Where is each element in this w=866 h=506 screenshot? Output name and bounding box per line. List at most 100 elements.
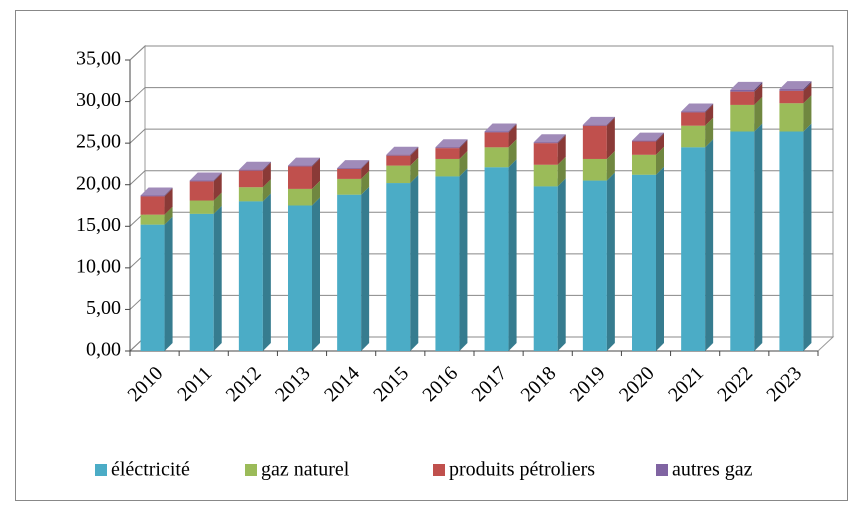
bar-front (288, 188, 312, 206)
bar-side (459, 150, 468, 177)
bar-side (705, 117, 714, 148)
bar-top (337, 160, 370, 169)
bar-side (410, 157, 419, 184)
bar-top (582, 116, 615, 125)
bar-front (632, 140, 656, 142)
bar-side (606, 150, 615, 181)
bar-side (262, 179, 271, 202)
legend-label: autres gaz (672, 459, 753, 481)
bar-side (164, 206, 173, 225)
bar-front (484, 131, 509, 133)
bar-side (262, 162, 271, 188)
bar-side (803, 123, 812, 351)
bar-front (435, 158, 460, 177)
bar-side (361, 186, 370, 351)
bar-side (262, 193, 271, 351)
bar-side (262, 161, 271, 171)
bar-top (533, 134, 566, 143)
bar-side (606, 117, 615, 159)
y-tick-label: 30,00 (76, 89, 121, 111)
bar-front (533, 186, 558, 351)
bar-side (361, 160, 370, 169)
bar-front (779, 131, 804, 351)
bar-front (238, 169, 263, 171)
bar-side (213, 205, 222, 351)
y-tick-label: 35,00 (76, 48, 121, 70)
bar-front (386, 183, 411, 351)
bar-front (779, 90, 804, 104)
bar-side (213, 172, 222, 182)
bar-top (484, 123, 517, 132)
bar-side (754, 96, 763, 132)
bar-side (508, 159, 517, 351)
bar-front (337, 194, 362, 351)
bar-side (508, 123, 517, 133)
bar-front (779, 103, 804, 132)
bar-front (435, 148, 460, 159)
bar-front (632, 174, 656, 351)
y-tick-label: 20,00 (76, 172, 121, 194)
bar-front (730, 131, 755, 351)
legend-label: éléctricité (111, 459, 190, 481)
bar-front (337, 168, 362, 169)
bar-front (189, 200, 214, 214)
bar-side (656, 133, 664, 155)
bar-front (337, 168, 362, 179)
bar-front (140, 224, 165, 351)
bar-top (189, 172, 222, 181)
bar-front (337, 178, 362, 195)
bar-front (632, 141, 656, 155)
bar-front (484, 167, 509, 351)
bar-top (435, 139, 468, 148)
bar-side (312, 158, 320, 189)
bar-side (705, 103, 714, 113)
bar-front (238, 201, 263, 351)
bar-front (435, 176, 460, 351)
y-tick-label: 5,00 (86, 297, 121, 319)
bar-side (361, 170, 370, 195)
bar-side (557, 134, 566, 144)
bar-side (459, 168, 468, 351)
bar-side (213, 173, 222, 201)
bar-side (557, 156, 566, 187)
bar-front (140, 214, 165, 225)
bar-side (459, 140, 468, 159)
grid-line (129, 45, 833, 61)
bar-front (681, 147, 706, 351)
grid-line (129, 87, 833, 102)
bar-front (681, 125, 706, 148)
bar-side (705, 139, 714, 351)
bar-front (189, 213, 214, 351)
bar-front (435, 147, 460, 149)
bar-front (140, 196, 165, 215)
bar-front (582, 125, 607, 159)
bar-side (410, 175, 419, 351)
bar-front (484, 147, 509, 168)
bar-side (656, 166, 664, 351)
bar-front (582, 180, 607, 351)
bar-front (533, 142, 558, 144)
bar-top (632, 132, 664, 141)
bar-side (312, 180, 320, 206)
floor (128, 336, 835, 352)
bar-front (533, 143, 558, 165)
bar-side (803, 95, 812, 132)
bar-side (164, 188, 173, 215)
bar-side (213, 192, 222, 214)
bar-front (288, 166, 312, 189)
bar-side (361, 160, 370, 179)
bar-front (238, 187, 263, 202)
bar-top (238, 161, 271, 170)
y-tick-label: 15,00 (76, 214, 121, 236)
y-tick-label: 10,00 (76, 255, 121, 277)
legend-swatch (95, 464, 107, 476)
bar-side (803, 82, 812, 104)
bar-top (779, 81, 812, 90)
legend-label: produits pétroliers (449, 459, 595, 481)
bar-front (238, 170, 263, 188)
bar-front (288, 205, 312, 351)
bar-side (164, 187, 173, 197)
bar-top (386, 146, 419, 155)
bar-side (410, 147, 419, 166)
bar-top (681, 103, 714, 112)
